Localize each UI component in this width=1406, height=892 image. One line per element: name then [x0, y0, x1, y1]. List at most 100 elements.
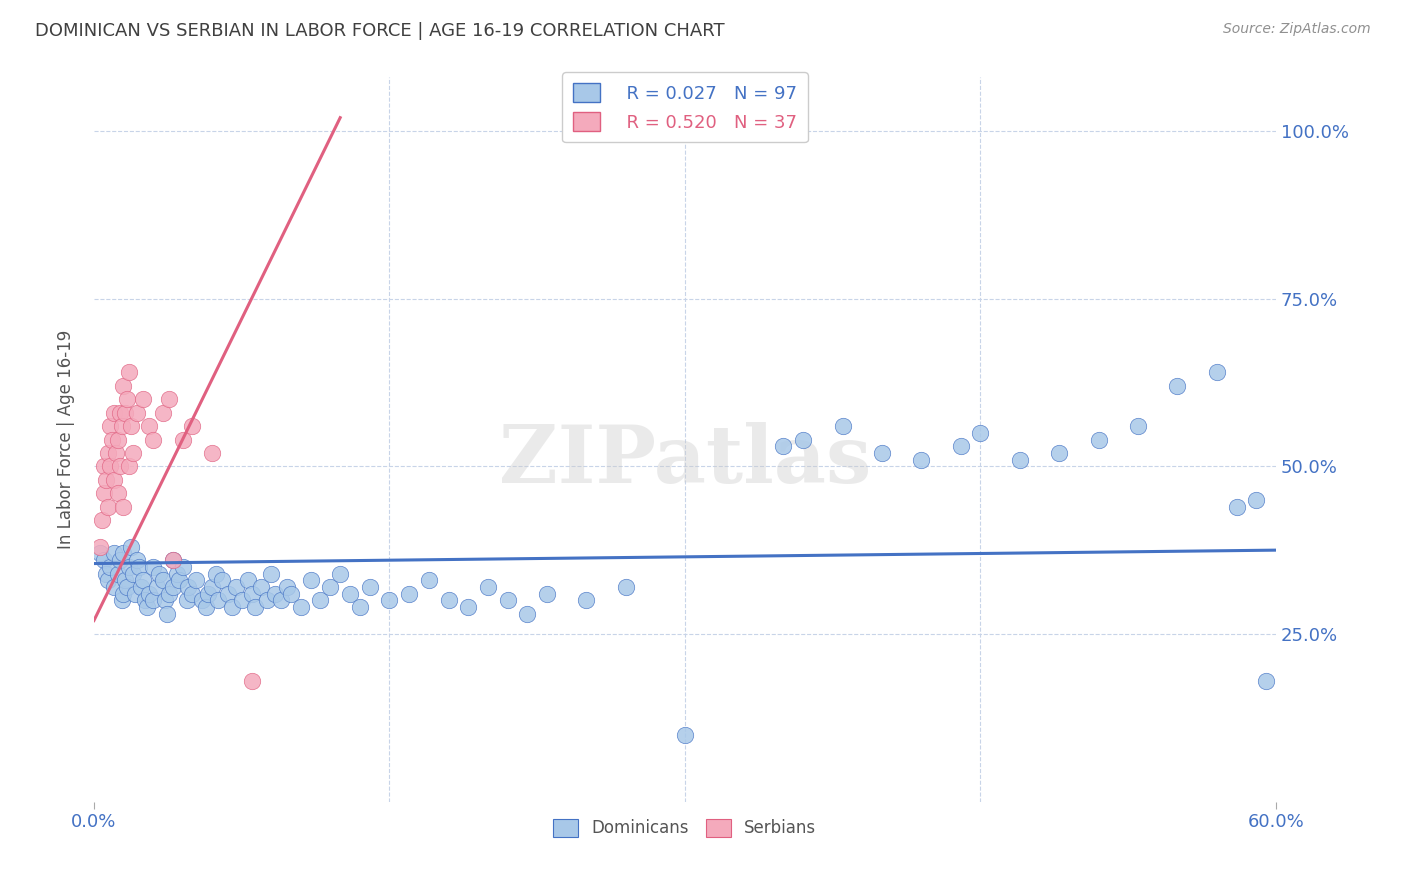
Point	[114, 406, 136, 420]
Point	[110, 593, 132, 607]
Point	[98, 459, 121, 474]
Point	[98, 419, 121, 434]
Point	[217, 587, 239, 601]
Point	[107, 566, 129, 581]
Point	[112, 379, 135, 393]
Point	[108, 553, 131, 567]
Point	[107, 486, 129, 500]
Point	[299, 574, 322, 588]
Point	[132, 574, 155, 588]
Point	[870, 446, 893, 460]
Point	[1126, 419, 1149, 434]
Point	[276, 580, 298, 594]
Point	[177, 580, 200, 594]
Point	[120, 540, 142, 554]
Point	[949, 439, 972, 453]
Point	[93, 459, 115, 474]
Point	[614, 580, 637, 594]
Point	[153, 593, 176, 607]
Point	[792, 433, 814, 447]
Point	[152, 406, 174, 420]
Point	[89, 540, 111, 554]
Point	[103, 580, 125, 594]
Point	[127, 406, 149, 420]
Point	[176, 593, 198, 607]
Point	[94, 473, 117, 487]
Point	[496, 593, 519, 607]
Point	[162, 553, 184, 567]
Point	[207, 593, 229, 607]
Point	[142, 433, 165, 447]
Point	[136, 600, 159, 615]
Point	[127, 553, 149, 567]
Point	[319, 580, 342, 594]
Point	[575, 593, 598, 607]
Point	[97, 500, 120, 514]
Point	[1166, 379, 1188, 393]
Point	[166, 566, 188, 581]
Point	[1087, 433, 1109, 447]
Point	[437, 593, 460, 607]
Point	[118, 459, 141, 474]
Point	[477, 580, 499, 594]
Point	[110, 419, 132, 434]
Y-axis label: In Labor Force | Age 16-19: In Labor Force | Age 16-19	[58, 330, 75, 549]
Point	[157, 587, 180, 601]
Legend: Dominicans, Serbians: Dominicans, Serbians	[547, 812, 823, 844]
Point	[103, 547, 125, 561]
Point	[117, 392, 139, 407]
Point	[122, 566, 145, 581]
Point	[1256, 673, 1278, 688]
Point	[831, 419, 853, 434]
Point	[349, 600, 371, 615]
Point	[201, 446, 224, 460]
Point	[122, 446, 145, 460]
Point	[142, 593, 165, 607]
Point	[112, 500, 135, 514]
Point	[134, 593, 156, 607]
Point	[157, 392, 180, 407]
Point	[118, 560, 141, 574]
Point	[1225, 500, 1247, 514]
Point	[148, 566, 170, 581]
Point	[231, 593, 253, 607]
Point	[152, 574, 174, 588]
Point	[205, 566, 228, 581]
Point	[100, 433, 122, 447]
Point	[107, 433, 129, 447]
Point	[90, 513, 112, 527]
Point	[89, 547, 111, 561]
Point	[118, 366, 141, 380]
Point	[910, 452, 932, 467]
Point	[256, 593, 278, 607]
Point	[162, 580, 184, 594]
Point	[236, 574, 259, 588]
Point	[418, 574, 440, 588]
Point	[146, 580, 169, 594]
Point	[378, 593, 401, 607]
Text: ZIPatlas: ZIPatlas	[499, 422, 872, 500]
Point	[167, 574, 190, 588]
Point	[673, 727, 696, 741]
Point	[260, 566, 283, 581]
Point	[172, 433, 194, 447]
Text: DOMINICAN VS SERBIAN IN LABOR FORCE | AGE 16-19 CORRELATION CHART: DOMINICAN VS SERBIAN IN LABOR FORCE | AG…	[35, 22, 724, 40]
Point	[398, 587, 420, 601]
Point	[1008, 452, 1031, 467]
Point	[104, 446, 127, 460]
Point	[516, 607, 538, 621]
Point	[250, 580, 273, 594]
Point	[240, 673, 263, 688]
Point	[197, 587, 219, 601]
Point	[309, 593, 332, 607]
Point	[181, 419, 204, 434]
Point	[221, 600, 243, 615]
Point	[108, 459, 131, 474]
Point	[536, 587, 558, 601]
Point	[162, 553, 184, 567]
Point	[211, 574, 233, 588]
Point	[112, 547, 135, 561]
Point	[772, 439, 794, 453]
Point	[290, 600, 312, 615]
Point	[1244, 492, 1267, 507]
